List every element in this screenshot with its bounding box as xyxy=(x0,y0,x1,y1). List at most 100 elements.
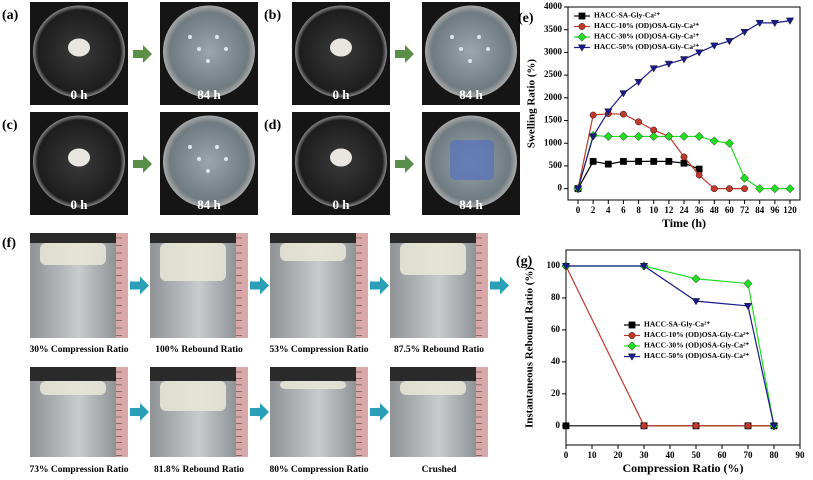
x-tick-label: 120 xyxy=(783,205,797,215)
y-tick-label: 40 xyxy=(551,356,561,366)
arrow xyxy=(133,45,152,63)
x-tick-label: 84 xyxy=(755,205,765,215)
marker xyxy=(680,153,688,161)
marker xyxy=(603,131,613,141)
panel-label: (e) xyxy=(518,11,534,26)
residue xyxy=(206,59,210,63)
time-label: 0 h xyxy=(333,87,351,102)
caption: Crushed xyxy=(422,465,458,475)
time-label: 0 h xyxy=(71,87,89,102)
panel-label: (f) xyxy=(2,236,16,251)
panel-label: (c) xyxy=(2,118,18,133)
marker xyxy=(665,158,673,165)
hydrogel xyxy=(400,243,466,275)
marker xyxy=(726,185,733,193)
marker xyxy=(694,131,704,141)
residue xyxy=(206,169,210,173)
press-plate xyxy=(270,233,368,243)
x-tick-label: 6 xyxy=(621,205,626,215)
panel-label: (d) xyxy=(264,118,281,133)
press-plate xyxy=(150,233,248,243)
caption: 81.8% Rebound Ratio xyxy=(154,465,244,475)
marker xyxy=(785,17,795,25)
marker xyxy=(589,158,597,165)
marker xyxy=(695,171,703,179)
hydrogel xyxy=(330,148,352,167)
marker xyxy=(679,131,689,141)
hydrogel xyxy=(400,381,466,395)
marker xyxy=(649,65,658,73)
marker xyxy=(744,422,752,430)
x-tick-label: 80 xyxy=(770,450,780,460)
y-tick-label: 4000 xyxy=(544,1,563,11)
marker xyxy=(741,185,748,193)
residue xyxy=(459,47,463,51)
marker xyxy=(755,19,764,27)
y-tick-label: 100 xyxy=(547,260,561,270)
press-plate xyxy=(270,367,368,381)
x-tick-label: 30 xyxy=(640,450,650,460)
marker xyxy=(770,184,780,194)
marker xyxy=(740,173,750,183)
marker xyxy=(628,321,636,329)
residue xyxy=(188,145,192,149)
legend-label: HACC-30% (OD)OSA-Gly-Ca²⁺ xyxy=(594,32,699,41)
arrow xyxy=(250,403,269,421)
y-tick-label: 500 xyxy=(549,160,563,170)
press-plate xyxy=(30,367,128,381)
marker xyxy=(561,263,571,271)
legend-label: HACC-10% (OD)OSA-Gly-Ca²⁺ xyxy=(594,21,699,30)
time-label: 0 h xyxy=(71,197,89,212)
marker xyxy=(664,131,674,141)
time-label: 84 h xyxy=(459,197,483,212)
marker xyxy=(620,110,627,118)
x-tick-label: 2 xyxy=(591,205,596,215)
marker xyxy=(589,133,598,141)
x-tick-label: 10 xyxy=(588,450,598,460)
hydrogel xyxy=(40,243,106,265)
residue xyxy=(215,35,219,39)
residue xyxy=(215,145,219,149)
arrow xyxy=(130,403,149,421)
marker xyxy=(628,332,636,339)
ruler xyxy=(476,367,488,457)
marker xyxy=(649,131,659,141)
ruler xyxy=(356,367,368,457)
x-tick-label: 24 xyxy=(680,205,690,215)
residue xyxy=(197,157,201,161)
marker xyxy=(710,42,719,50)
caption: 87.5% Rebound Ratio xyxy=(394,345,484,355)
panel-label: (g) xyxy=(516,254,533,269)
arrow xyxy=(370,403,389,421)
marker xyxy=(692,422,700,430)
marker xyxy=(743,279,753,289)
residue xyxy=(450,35,454,39)
residue xyxy=(468,59,472,63)
x-tick-label: 0 xyxy=(564,450,569,460)
x-tick-label: 36 xyxy=(695,205,705,215)
marker xyxy=(724,138,734,148)
x-tick-label: 70 xyxy=(744,450,754,460)
x-tick-label: 96 xyxy=(770,205,780,215)
marker xyxy=(691,298,701,306)
x-tick-label: 72 xyxy=(740,205,750,215)
time-label: 84 h xyxy=(197,87,221,102)
caption: 73% Compression Ratio xyxy=(29,465,128,475)
x-tick-label: 60 xyxy=(725,205,735,215)
ruler xyxy=(476,233,488,338)
marker xyxy=(578,12,586,20)
marker xyxy=(618,131,628,141)
y-axis-label: Swelling Ratio (%) xyxy=(526,59,538,149)
y-tick-label: 20 xyxy=(551,388,561,398)
marker xyxy=(604,108,613,116)
y-tick-label: 2000 xyxy=(544,92,563,102)
hydrogel xyxy=(68,38,90,57)
x-tick-label: 0 xyxy=(576,205,581,215)
ruler xyxy=(356,233,368,338)
y-tick-label: 0 xyxy=(558,183,563,193)
marker xyxy=(619,90,628,98)
x-tick-label: 8 xyxy=(636,205,641,215)
marker xyxy=(640,422,648,430)
residue xyxy=(224,47,228,51)
